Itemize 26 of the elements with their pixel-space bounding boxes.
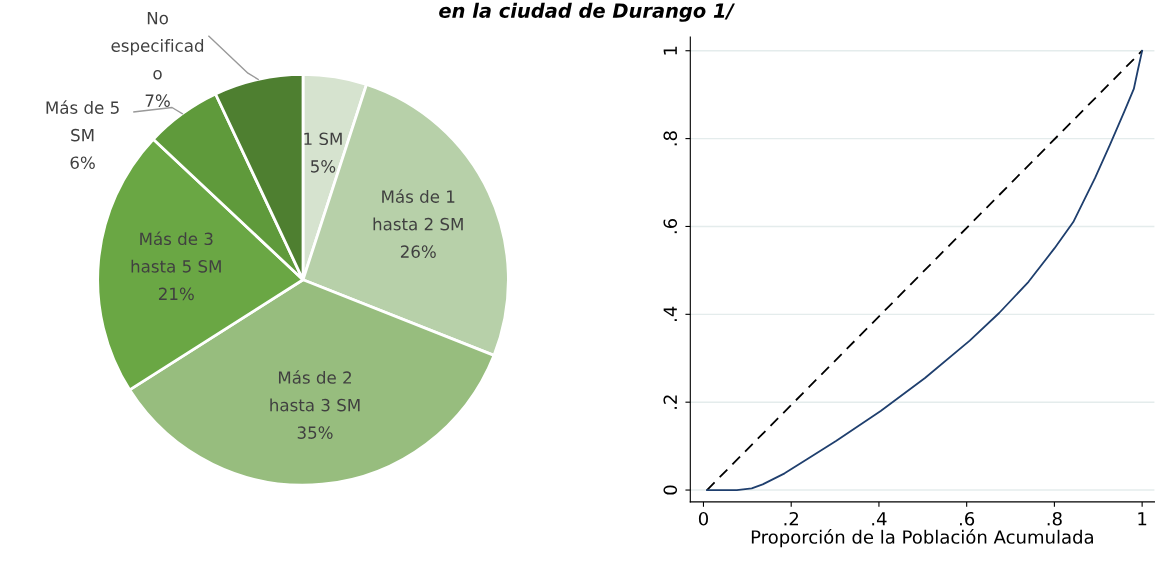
x-tick-label: .4 xyxy=(872,512,887,526)
data-label: 21% xyxy=(158,287,194,301)
y-tick-label: .6 xyxy=(663,218,678,234)
data-label: 6% xyxy=(70,156,95,169)
y-tick-label: .2 xyxy=(663,395,677,409)
slice-label: 1 SM xyxy=(304,132,342,146)
slice-label: Más de 3 hasta 5 SM xyxy=(131,231,221,273)
data-label: 35% xyxy=(297,426,333,439)
y-tick-label: 0 xyxy=(663,485,678,495)
x-tick-label: .2 xyxy=(784,511,799,526)
x-tick-label: 0 xyxy=(698,511,709,526)
data-label: 26% xyxy=(400,245,436,258)
slice-label: Más de 5 SM xyxy=(46,100,119,142)
x-tick-label: .8 xyxy=(1047,511,1062,526)
slice-label: Más de 2 hasta 3 SM xyxy=(270,370,360,412)
text: en la ciudad de Durango 1/ xyxy=(439,2,735,22)
y-tick-label: .4 xyxy=(663,306,677,322)
slice-label: Más de 1 hasta 2 SM xyxy=(373,189,463,231)
y-tick-label: .8 xyxy=(663,131,678,146)
x-tick-label: .6 xyxy=(959,511,975,526)
data-label: 5% xyxy=(311,160,336,173)
x-tick-label: 1 xyxy=(1138,512,1147,526)
data-label: 7% xyxy=(145,94,170,107)
x-axis-title: Proporción de la Población Acumulada xyxy=(751,529,1093,548)
y-tick-label: 1 xyxy=(663,46,677,55)
slice-label: No especificad o xyxy=(111,12,204,80)
